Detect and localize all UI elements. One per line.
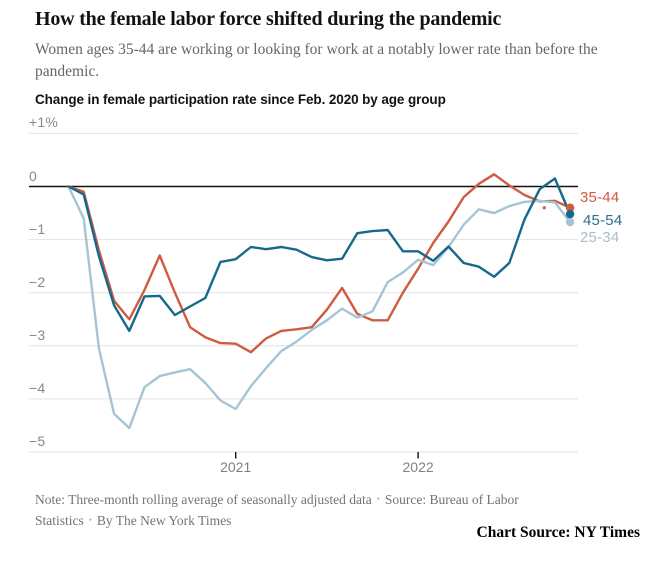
legend-label-35-44: 35-44: [580, 189, 620, 206]
y-axis-label: −4: [29, 379, 46, 396]
end-dot-45-54: [565, 209, 575, 219]
y-axis-label: −5: [29, 433, 46, 449]
bullet-separator: •: [376, 494, 380, 504]
y-axis-label: −3: [29, 326, 46, 343]
chart-source-credit: Chart Source: NY Times: [476, 524, 640, 541]
y-axis-label: 0: [29, 167, 37, 184]
legend-label-45-54: 45-54: [583, 212, 623, 229]
line-25-34: [67, 185, 572, 430]
x-axis-label: 2022: [402, 459, 434, 475]
byline-text: By The New York Times: [96, 513, 232, 528]
chart-subtitle: Women ages 35-44 are working or looking …: [35, 41, 598, 80]
line-45-54: [67, 177, 572, 333]
chart-kicker: Change in female participation rate sinc…: [35, 92, 446, 107]
line-35-44: [67, 173, 572, 354]
footnote-line-1: Note: Three-month rolling average of sea…: [35, 492, 635, 508]
chart-title: How the female labor force shifted durin…: [35, 8, 502, 30]
y-axis-label: −2: [29, 273, 46, 290]
legend-label-25-34: 25-34: [580, 229, 620, 246]
note-text: Note: Three-month rolling average of sea…: [35, 492, 372, 507]
x-axis-label: 2021: [220, 459, 252, 475]
stray-point: [542, 206, 546, 210]
source-text-continued: Statistics: [35, 513, 84, 528]
footnote-line-2: Statistics • By The New York Times: [35, 513, 635, 529]
source-text: Source: Bureau of Labor: [384, 492, 519, 507]
bullet-separator: •: [88, 515, 92, 525]
end-dot-25-34: [565, 217, 575, 227]
y-axis-label: −1: [29, 220, 46, 237]
y-axis-label: +1%: [29, 114, 59, 131]
end-dot-35-44: [565, 203, 575, 212]
